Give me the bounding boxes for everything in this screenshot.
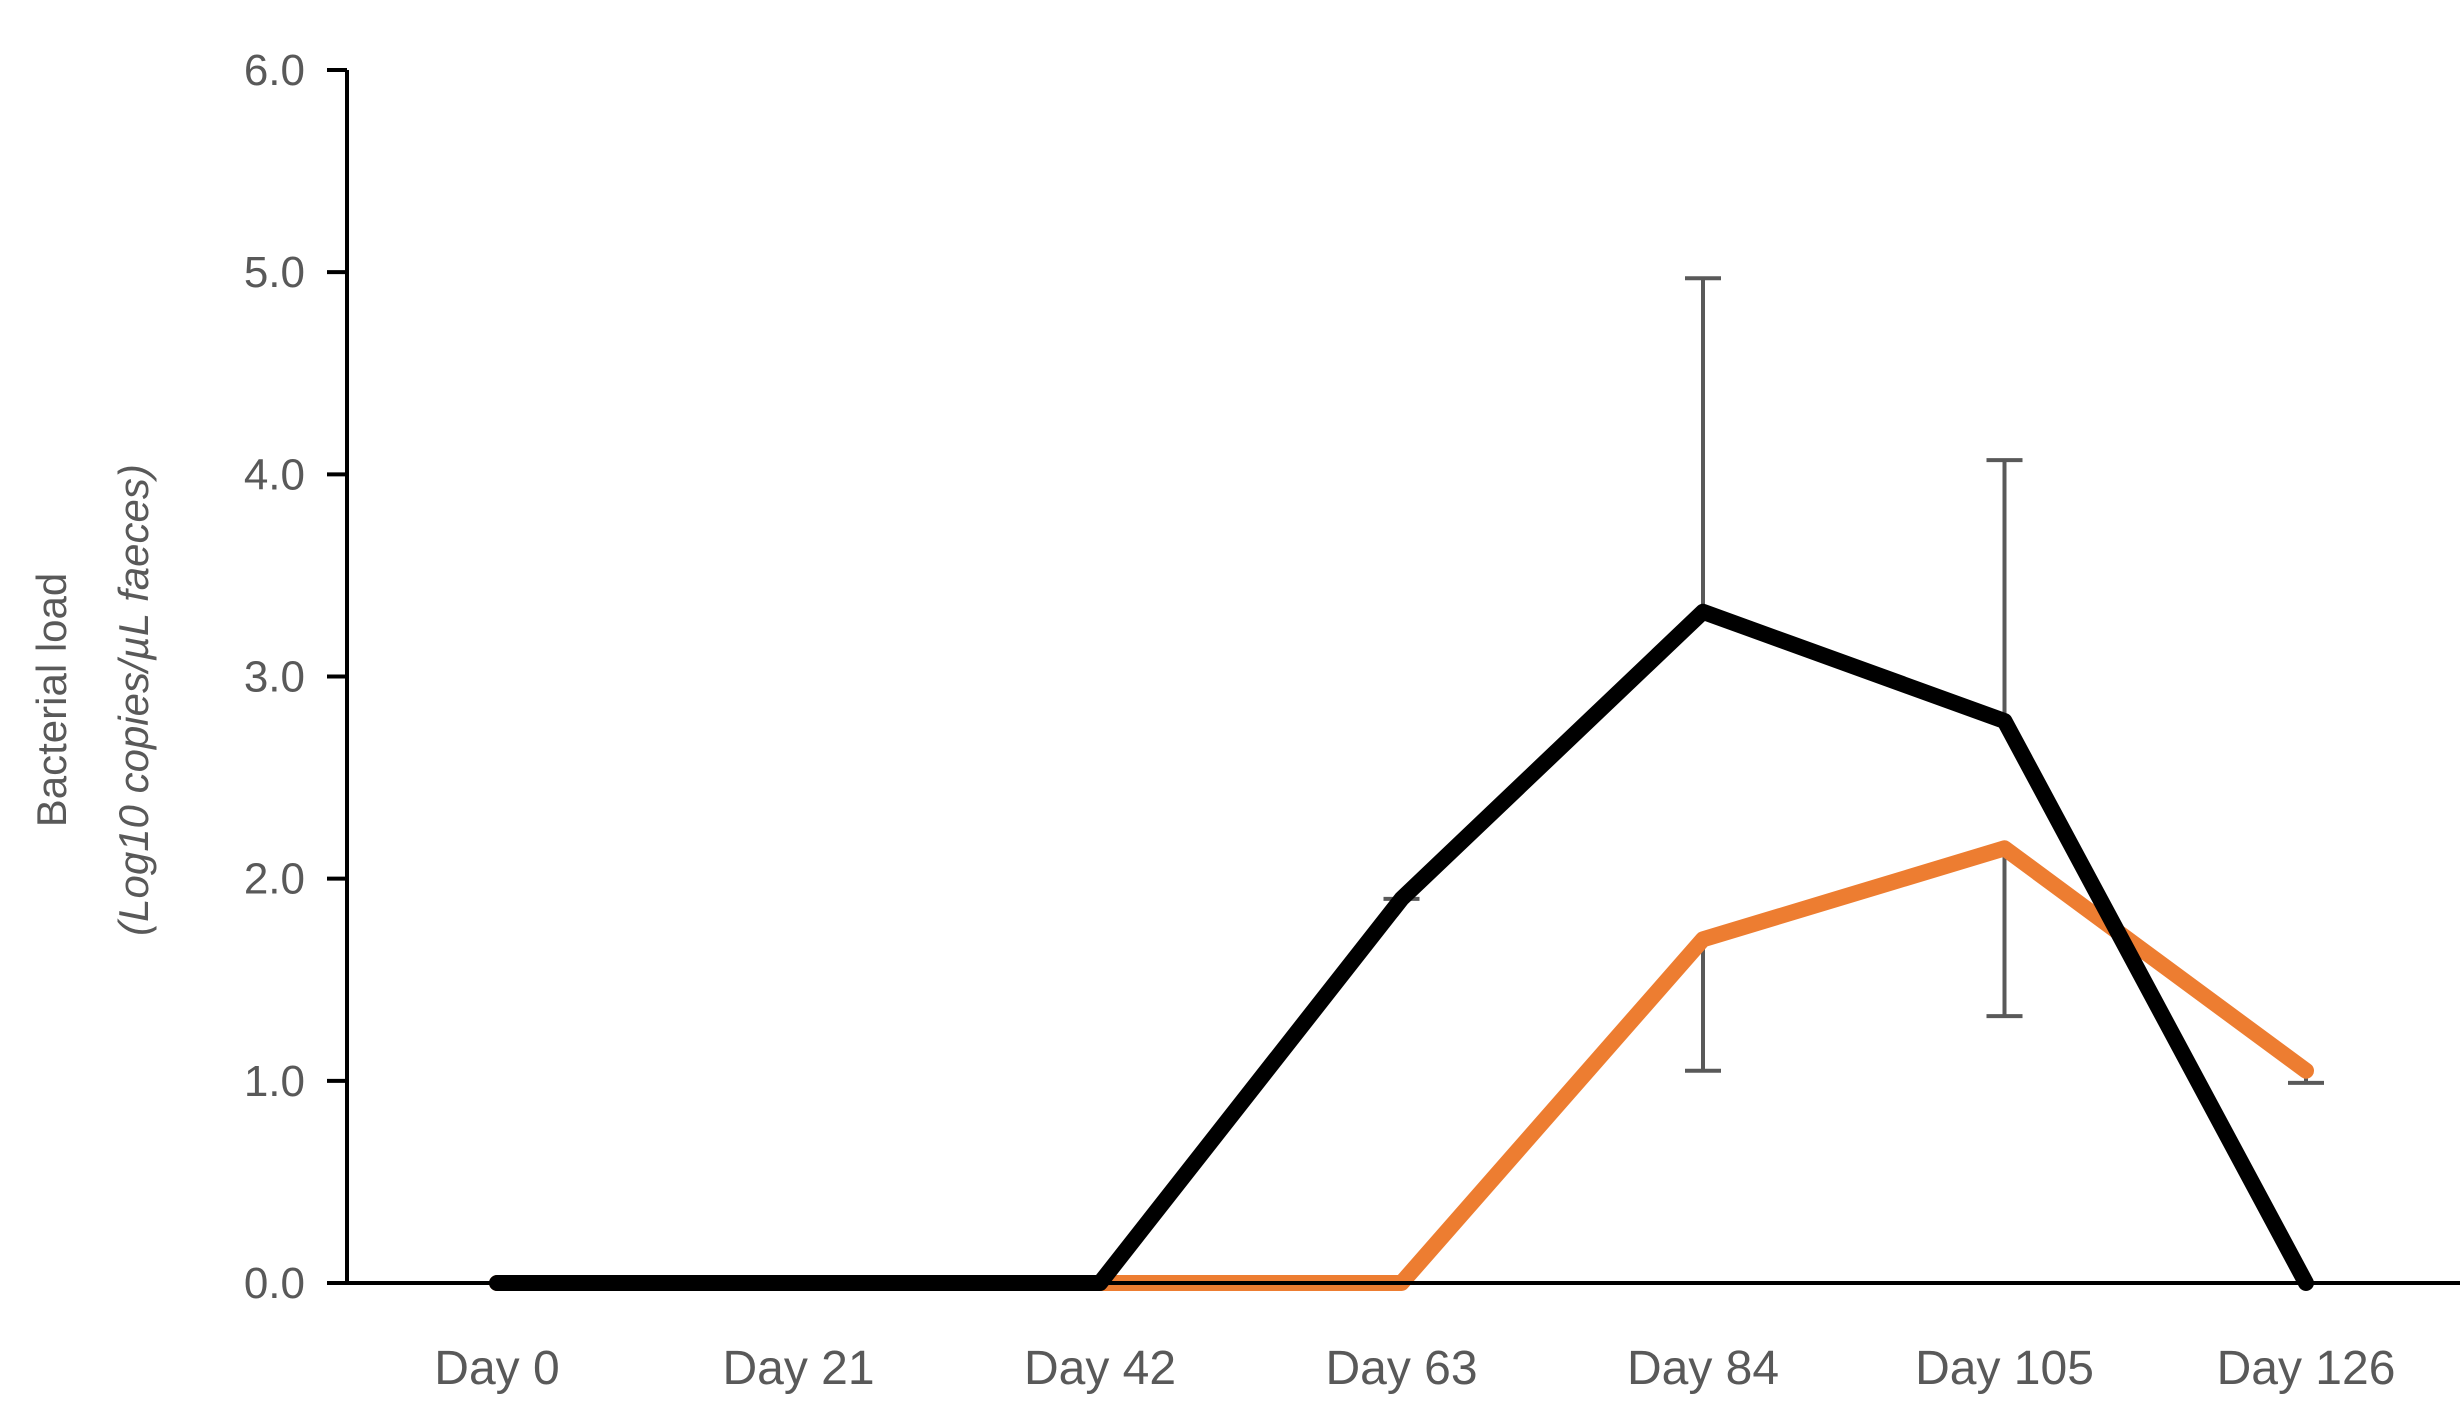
series-line-2	[489, 840, 2314, 1291]
y-tick-label: 0.0	[244, 1259, 305, 1308]
x-tick-label: Day 126	[2217, 1342, 2396, 1395]
y-axis-title: Bacterial load (Log10 copies/µL faeces)	[28, 464, 157, 936]
y-tick-label: 2.0	[244, 855, 305, 904]
y-axis-title-main: Bacterial load	[28, 573, 75, 827]
error-bars	[1383, 276, 2324, 1085]
x-tick-label: Day 84	[1627, 1342, 1779, 1395]
y-tick-label: 5.0	[244, 248, 305, 297]
y-tick-label: 4.0	[244, 450, 305, 499]
x-axis-tick-labels: Day 0 Day 21 Day 42 Day 63 Day 84 Day 105 Day …	[434, 1342, 2395, 1395]
x-tick-label: Day 42	[1024, 1342, 1176, 1395]
x-tick-label: Day 63	[1325, 1342, 1477, 1395]
y-tick-label: 6.0	[244, 46, 305, 95]
series-lines	[489, 603, 2314, 1291]
y-axis-title-units: (Log10 copies/µL faeces)	[110, 464, 157, 936]
x-tick-label: Day 21	[722, 1342, 874, 1395]
x-tick-label: Day 105	[1915, 1342, 2094, 1395]
series-line-1	[489, 603, 2314, 1291]
y-axis-ticks: 0.0 1.0 2.0 3.0 4.0 5.0 6.0	[244, 46, 347, 1308]
y-tick-label: 3.0	[244, 653, 305, 702]
y-tick-label: 1.0	[244, 1057, 305, 1106]
x-tick-label: Day 0	[434, 1342, 559, 1395]
